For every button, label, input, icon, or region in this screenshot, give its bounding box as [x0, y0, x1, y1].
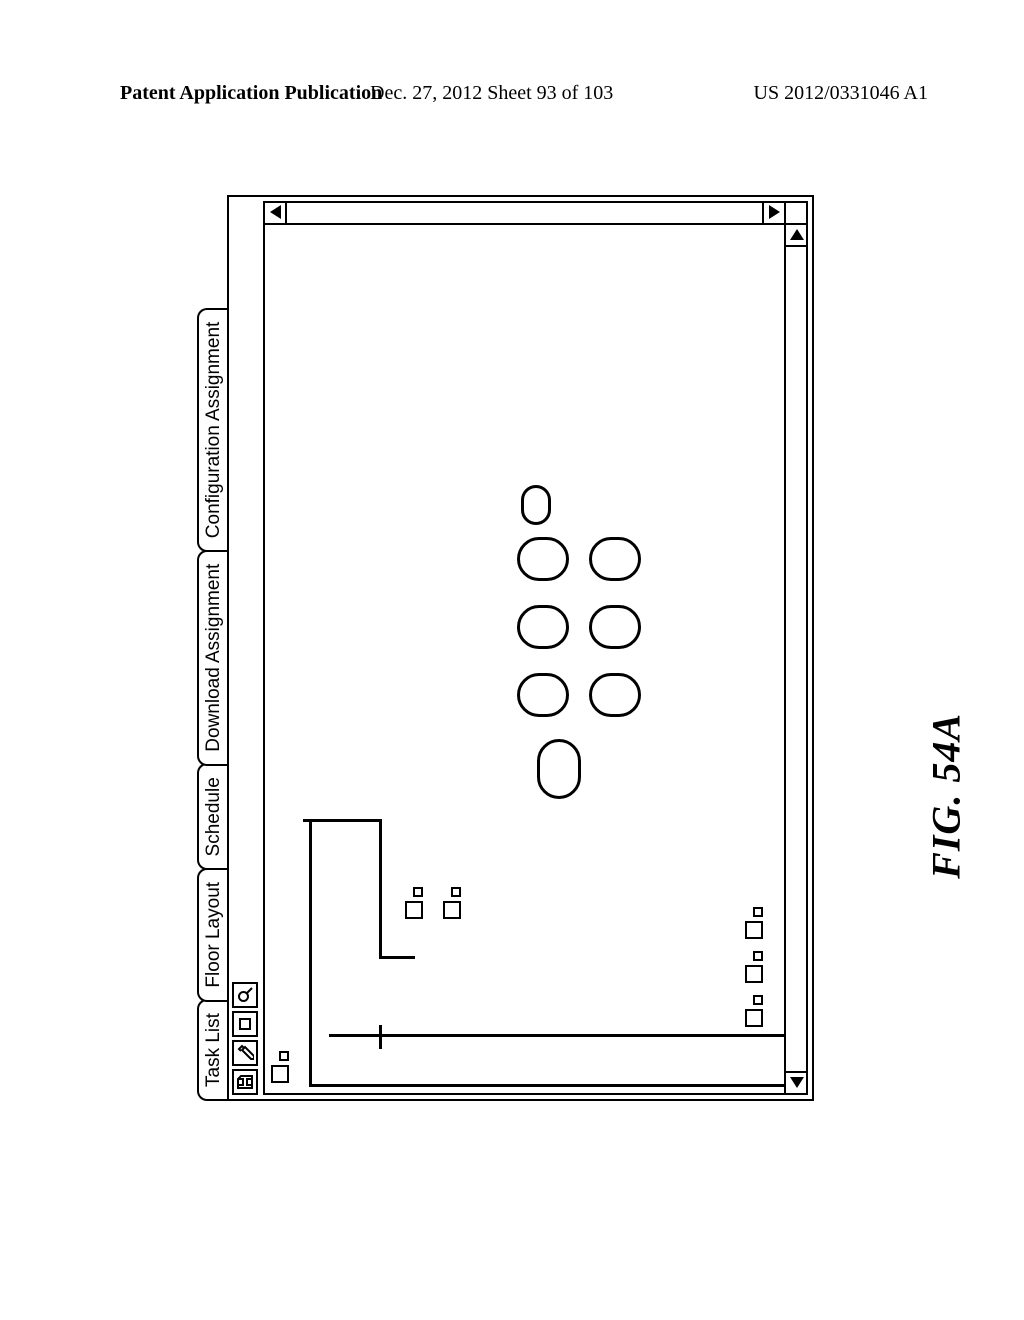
- scroll-up-button[interactable]: [265, 201, 287, 223]
- header-left: Patent Application Publication: [120, 82, 382, 105]
- tab-floor-layout[interactable]: Floor Layout: [197, 868, 228, 1002]
- search-icon: [236, 986, 254, 1004]
- toolbar-stop-button[interactable]: [232, 1011, 258, 1037]
- machine-icon[interactable]: [745, 951, 763, 983]
- toolbar-search-button[interactable]: [232, 982, 258, 1008]
- tab-bar: Task List Floor Layout Schedule Download…: [197, 308, 228, 1101]
- stop-icon: [236, 1015, 254, 1033]
- header-right: US 2012/0331046 A1: [754, 82, 928, 105]
- figure-label: FIG. 54A: [923, 713, 970, 879]
- scroll-right-button[interactable]: [786, 225, 808, 247]
- scroll-track[interactable]: [786, 247, 806, 1071]
- toolbar-edit-button[interactable]: [232, 1040, 258, 1066]
- floor-viewport[interactable]: [265, 225, 784, 1093]
- chevron-right-icon: [790, 230, 804, 241]
- tab-label: Floor Layout: [203, 882, 224, 988]
- floor-layout: [265, 225, 784, 1093]
- tab-label: Task List: [203, 1013, 224, 1087]
- wall: [309, 1084, 784, 1087]
- seat[interactable]: [521, 485, 551, 525]
- tab-label: Download Assignment: [203, 564, 224, 752]
- machine-icon[interactable]: [443, 887, 461, 919]
- chevron-up-icon: [270, 205, 281, 219]
- wall: [329, 1035, 784, 1038]
- machine-icon[interactable]: [745, 995, 763, 1027]
- wall: [379, 956, 415, 959]
- vertical-scrollbar[interactable]: [265, 203, 784, 225]
- horizontal-scrollbar[interactable]: [784, 225, 806, 1093]
- tab-configuration-assignment[interactable]: Configuration Assignment: [197, 308, 228, 553]
- chevron-left-icon: [790, 1078, 804, 1089]
- seat[interactable]: [589, 673, 641, 717]
- tab-label: Schedule: [203, 777, 224, 856]
- tab-schedule[interactable]: Schedule: [197, 763, 228, 870]
- machine-icon[interactable]: [745, 907, 763, 939]
- canvas-frame: [263, 201, 808, 1095]
- wall: [379, 1025, 382, 1049]
- seat[interactable]: [589, 537, 641, 581]
- seat[interactable]: [517, 673, 569, 717]
- header-center: Dec. 27, 2012 Sheet 93 of 103: [370, 82, 613, 105]
- edit-icon: [236, 1044, 254, 1062]
- scrollbar-corner: [784, 203, 806, 225]
- toolbar: [232, 982, 258, 1095]
- machine-icon[interactable]: [405, 887, 423, 919]
- app-window: Task List Floor Layout Schedule Download…: [197, 195, 814, 1101]
- machine-icon[interactable]: [271, 1051, 289, 1083]
- page: Patent Application Publication Dec. 27, …: [0, 0, 1024, 1320]
- window-frame: [227, 195, 814, 1101]
- tab-task-list[interactable]: Task List: [197, 999, 228, 1101]
- tab-download-assignment[interactable]: Download Assignment: [197, 550, 228, 766]
- chevron-down-icon: [769, 205, 780, 219]
- seat[interactable]: [537, 739, 581, 799]
- save-icon: [236, 1073, 254, 1091]
- machine-group: [745, 907, 763, 1027]
- seat[interactable]: [517, 605, 569, 649]
- wall: [379, 819, 382, 959]
- seat[interactable]: [589, 605, 641, 649]
- wall: [309, 822, 312, 1087]
- tab-label: Configuration Assignment: [203, 322, 224, 539]
- seat[interactable]: [517, 537, 569, 581]
- scroll-left-button[interactable]: [786, 1071, 808, 1093]
- toolbar-save-button[interactable]: [232, 1069, 258, 1095]
- scroll-down-button[interactable]: [762, 201, 784, 223]
- wall: [303, 819, 379, 822]
- scroll-track[interactable]: [287, 203, 762, 223]
